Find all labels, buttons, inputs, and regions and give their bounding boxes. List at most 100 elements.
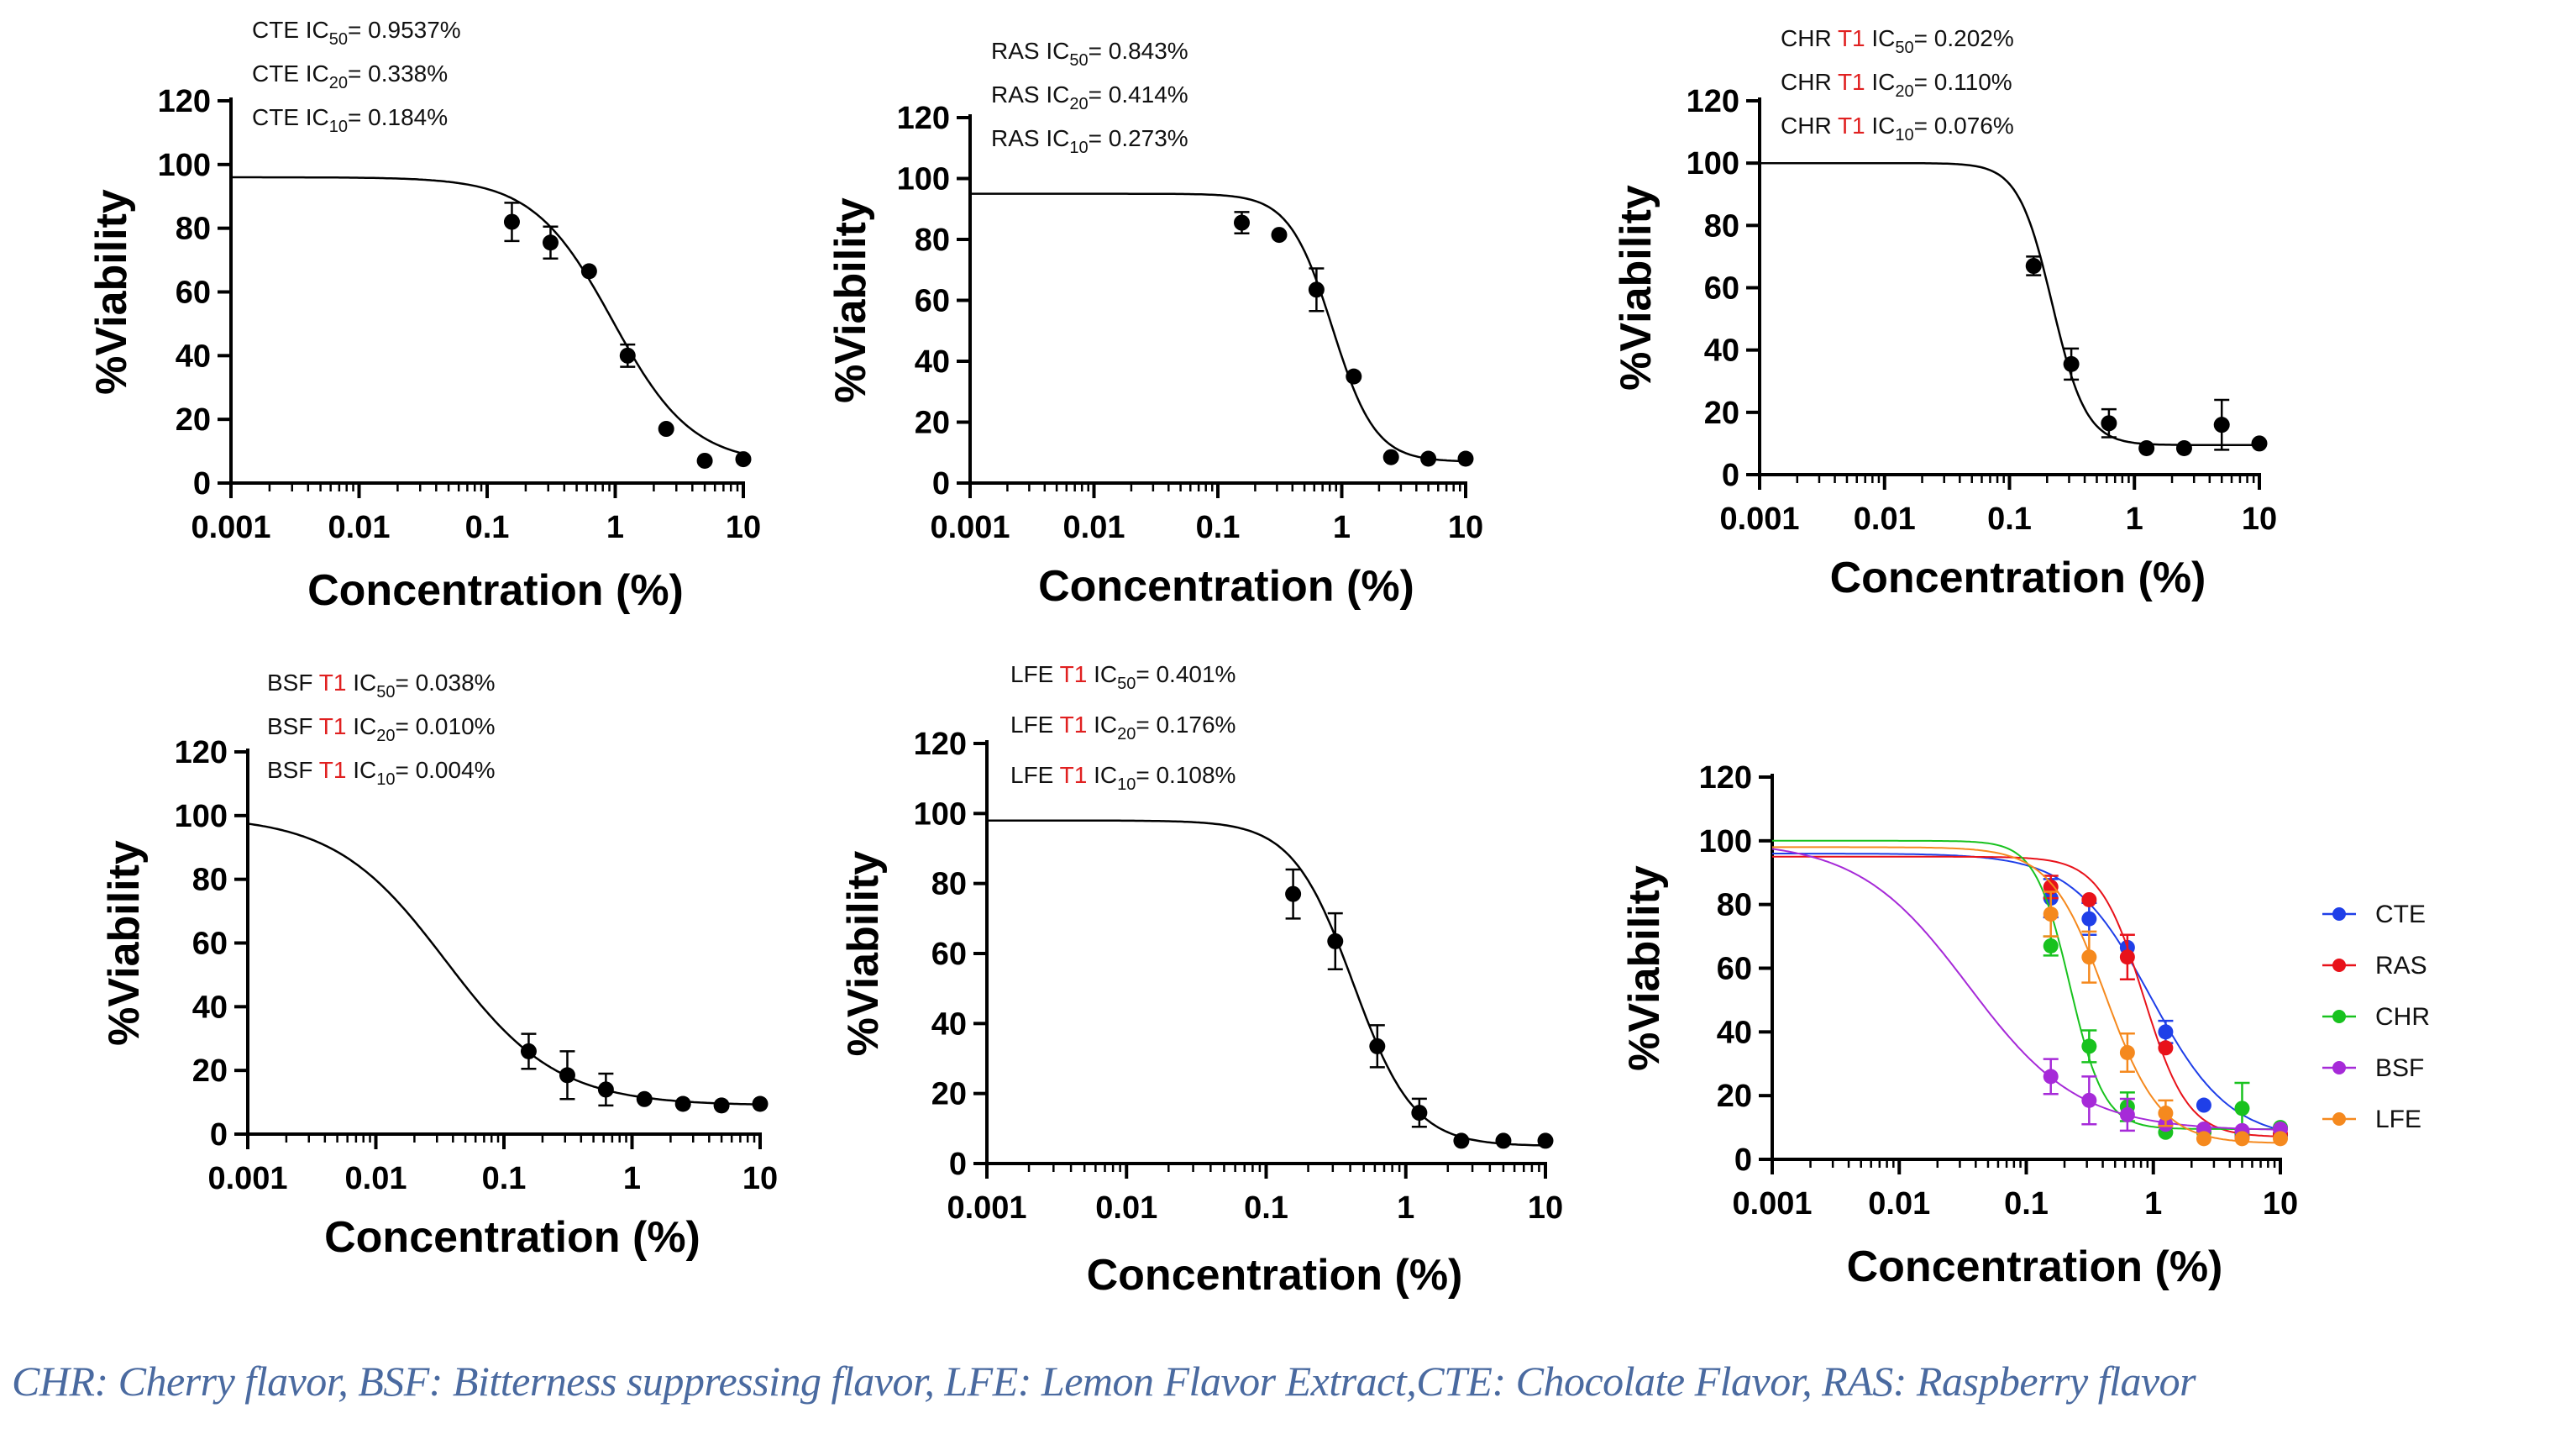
data-point-lfe (1453, 1132, 1470, 1149)
y-tick-label: 20 (176, 402, 211, 438)
x-tick-label: 0.1 (1987, 502, 2032, 537)
data-point-chr (2043, 938, 2059, 954)
y-tick-label: 20 (1717, 1079, 1752, 1114)
x-tick-label: 0.01 (1063, 510, 1125, 545)
x-tick-label: 0.01 (345, 1161, 407, 1196)
x-tick-label: 1 (2126, 502, 2143, 537)
fit-curve-cte (231, 176, 744, 455)
data-point-ras (2119, 949, 2135, 965)
y-tick-label: 80 (931, 867, 967, 902)
data-point-lfe (2158, 1106, 2174, 1122)
fit-curve-lfe (987, 819, 1546, 1147)
data-point-bsf (752, 1095, 769, 1112)
data-point-lfe (2081, 949, 2097, 965)
ic-annotation: CHR T1 IC50= 0.202% (1781, 25, 2014, 57)
x-tick-label: 0.01 (1868, 1186, 1930, 1221)
y-tick-label: 0 (193, 466, 211, 502)
y-tick-label: 20 (192, 1053, 228, 1089)
data-point-lfe (1537, 1132, 1554, 1149)
data-point-ras (2158, 1040, 2174, 1056)
data-point-lfe (2119, 1044, 2135, 1060)
legend-marker (2332, 959, 2346, 972)
data-point-chr (2234, 1101, 2250, 1116)
data-point-ras (1420, 450, 1437, 467)
chart-panel-ras: RAS IC50= 0.843% RAS IC20= 0.414% RAS IC10… (826, 38, 1483, 611)
y-tick-label: 0 (1734, 1143, 1752, 1178)
data-point-lfe (1369, 1038, 1386, 1054)
y-tick-label: 100 (175, 799, 228, 834)
x-tick-label: 1 (2144, 1186, 2162, 1221)
data-point-cte (735, 451, 752, 468)
data-point-lfe (1327, 933, 1344, 949)
data-point-ras (1346, 368, 1362, 385)
legend: CTE RAS CHR BSF LFE (2322, 901, 2430, 1133)
y-axis-label: %Viability (1620, 865, 1669, 1071)
y-tick-label: 100 (1699, 824, 1752, 859)
y-tick-label: 0 (932, 466, 950, 502)
y-tick-label: 40 (1704, 334, 1739, 369)
legend-label: BSF (2375, 1054, 2424, 1082)
ic-annotation: RAS IC20= 0.414% (991, 81, 1188, 113)
x-tick-label: 0.1 (1244, 1190, 1288, 1226)
x-tick-label: 0.1 (2004, 1186, 2049, 1221)
x-tick-label: 10 (1528, 1190, 1563, 1226)
fit-curve-chr (1772, 839, 2280, 1130)
ic-annotation: CTE IC20= 0.338% (252, 60, 448, 92)
data-point-ras (2081, 891, 2097, 907)
data-point-lfe (2273, 1131, 2288, 1147)
data-point-cte (2158, 1024, 2174, 1040)
y-axis-label: %Viability (1612, 185, 1660, 391)
legend-marker (2332, 1010, 2346, 1023)
data-point-chr (2101, 415, 2117, 432)
y-tick-label: 120 (897, 101, 950, 136)
data-point-bsf (2043, 1069, 2059, 1085)
x-tick-label: 10 (1448, 510, 1483, 545)
fit-curve-bsf (247, 822, 761, 1106)
ic-annotation: CHR T1 IC20= 0.110% (1781, 69, 2012, 101)
y-tick-label: 60 (192, 927, 228, 962)
data-point-lfe (2234, 1131, 2250, 1147)
chart-panel-cte: CTE IC50= 0.9537% CTE IC20= 0.338% CTE IC1… (87, 17, 761, 615)
legend-label: CHR (2375, 1003, 2430, 1031)
data-point-lfe (1495, 1132, 1512, 1149)
chart-panel-lfe: LFE T1 IC50= 0.401% LFE T1 IC20= 0.176% LF… (839, 661, 1563, 1300)
ic-annotation: LFE T1 IC50= 0.401% (1010, 661, 1236, 693)
legend-marker (2332, 1061, 2346, 1074)
x-tick-label: 0.01 (1854, 502, 1916, 537)
y-tick-label: 100 (914, 796, 967, 832)
data-point-lfe (2196, 1131, 2211, 1147)
x-axis-label: Concentration (%) (1830, 554, 2206, 602)
figure: CTE IC50= 0.9537% CTE IC20= 0.338% CTE IC1… (87, 17, 2430, 1300)
fit-curve-cte (1772, 853, 2281, 1131)
legend-label: LFE (2375, 1106, 2421, 1133)
y-tick-label: 120 (1687, 84, 1739, 119)
y-tick-label: 60 (931, 937, 967, 972)
data-point-ras (1382, 449, 1399, 465)
y-tick-label: 100 (158, 148, 211, 183)
ic-annotation: RAS IC10= 0.273% (991, 125, 1188, 157)
y-tick-label: 40 (176, 339, 211, 374)
y-tick-label: 40 (1717, 1015, 1752, 1050)
data-point-lfe (1411, 1105, 1428, 1122)
y-tick-label: 0 (949, 1147, 967, 1182)
x-axis-label: Concentration (%) (1087, 1251, 1463, 1300)
ic-annotation: CTE IC10= 0.184% (252, 104, 448, 136)
y-tick-label: 20 (931, 1077, 967, 1112)
x-axis-label: Concentration (%) (1847, 1242, 2223, 1291)
x-tick-label: 0.1 (1196, 510, 1241, 545)
fit-curve-ras (970, 192, 1466, 463)
ic-annotation: BSF T1 IC20= 0.010% (267, 713, 496, 745)
x-tick-label: 0.001 (930, 510, 1010, 545)
y-tick-label: 120 (1699, 760, 1752, 796)
data-point-ras (1233, 214, 1250, 231)
chart-panel-bsf: BSF T1 IC50= 0.038% BSF T1 IC20= 0.010% BS… (100, 670, 778, 1262)
ic-annotation: CHR T1 IC10= 0.076% (1781, 113, 2014, 144)
figure-caption: CHR: Cherry flavor, BSF: Bitterness supp… (12, 1358, 2196, 1405)
data-point-lfe (1285, 885, 1302, 902)
x-tick-label: 1 (1397, 1190, 1414, 1226)
data-point-chr (2213, 417, 2230, 433)
x-axis-label: Concentration (%) (1038, 562, 1414, 611)
y-tick-label: 60 (176, 276, 211, 311)
legend-label: CTE (2375, 901, 2426, 928)
x-tick-label: 10 (2242, 502, 2277, 537)
